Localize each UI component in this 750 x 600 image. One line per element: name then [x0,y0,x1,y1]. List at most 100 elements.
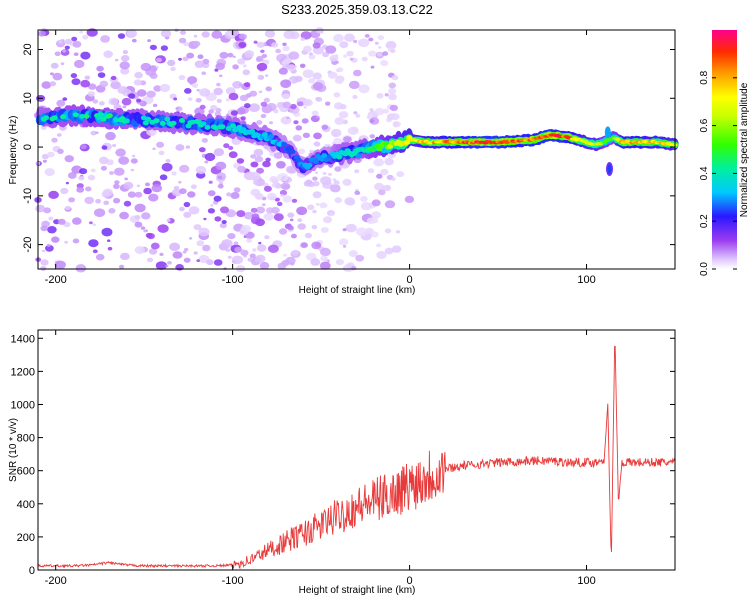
noise-speckle [118,156,130,165]
noise-speckle [254,155,264,163]
noise-speckle [214,216,222,222]
noise-speckle [210,104,218,111]
snr-ytick-label: 0 [29,565,35,577]
noise-speckle [85,186,92,192]
noise-speckle [353,69,362,77]
noise-speckle [217,175,223,180]
noise-speckle [216,98,222,103]
noise-speckle [392,121,401,128]
noise-speckle [388,87,397,95]
noise-speckle [223,143,230,149]
noise-speckle [315,202,320,206]
noise-speckle [266,103,277,112]
noise-speckle [321,124,329,130]
noise-speckle [114,180,120,185]
noise-speckle [238,83,243,86]
ridge-cell [113,117,120,123]
noise-speckle [377,35,385,41]
noise-speckle [88,83,97,90]
noise-speckle [320,176,332,185]
noise-speckle [101,145,108,150]
noise-speckle [178,37,187,44]
noise-speckle [280,194,284,197]
noise-speckle [395,230,401,234]
noise-speckle [103,200,110,205]
noise-speckle [225,248,231,252]
noise-speckle [312,82,324,91]
noise-speckle [365,227,374,235]
noise-speckle [313,132,322,140]
noise-speckle [206,259,214,266]
ridge-cell [204,124,211,130]
ridge-cell [159,120,166,126]
noise-speckle [329,54,339,62]
noise-speckle [92,223,97,226]
noise-speckle [242,64,247,68]
noise-speckle [282,101,292,109]
noise-speckle [259,261,270,270]
ridge-cell [72,112,79,118]
noise-speckle [208,180,213,184]
noise-speckle [166,218,171,222]
ridge-cell [100,116,107,122]
noise-speckle [256,244,267,252]
noise-speckle [264,29,276,38]
noise-speckle [382,108,390,114]
noise-speckle [96,65,104,72]
noise-speckle [374,182,385,191]
noise-speckle [325,101,331,106]
noise-speckle [351,266,357,271]
noise-speckle [378,189,386,196]
noise-speckle [389,104,398,112]
noise-speckle [374,41,379,45]
noise-speckle [134,246,145,255]
noise-speckle [41,249,46,253]
noise-speckle [40,125,47,130]
noise-speckle [71,78,81,86]
noise-speckle [225,98,230,102]
noise-speckle [346,50,354,57]
noise-speckle [221,239,233,248]
noise-speckle [396,171,405,178]
noise-speckle [220,206,229,214]
ridge-cell [336,154,343,160]
noise-speckle [308,52,313,56]
noise-speckle [256,167,264,174]
noise-speckle [368,50,377,57]
noise-speckle [148,193,159,202]
noise-speckle [384,157,394,166]
noise-speckle [376,52,383,57]
noise-speckle [123,200,132,207]
noise-speckle [57,218,66,225]
noise-speckle [286,116,290,120]
noise-speckle [320,255,328,262]
noise-speckle [179,188,187,195]
noise-speckle [288,51,300,60]
noise-speckle [203,217,207,221]
noise-speckle [260,49,265,53]
noise-speckle [190,184,197,189]
noise-speckle [258,90,263,94]
noise-speckle [391,75,399,81]
noise-speckle [233,187,241,193]
noise-speckle [120,55,130,62]
noise-speckle [105,131,116,141]
noise-speckle [108,97,119,106]
noise-speckle [194,107,205,116]
noise-speckle [130,168,135,172]
noise-speckle [123,181,134,190]
noise-speckle [391,177,396,181]
noise-speckle [152,147,156,151]
ridge-cell [312,159,319,165]
noise-speckle [253,148,264,157]
noise-speckle [64,38,73,45]
noise-speckle [328,71,338,79]
noise-speckle [228,92,239,101]
noise-speckle [64,45,70,50]
noise-speckle [355,254,365,262]
noise-speckle [183,211,192,218]
noise-speckle [303,98,313,107]
spectrogram-xtick-label: 0 [407,274,413,286]
